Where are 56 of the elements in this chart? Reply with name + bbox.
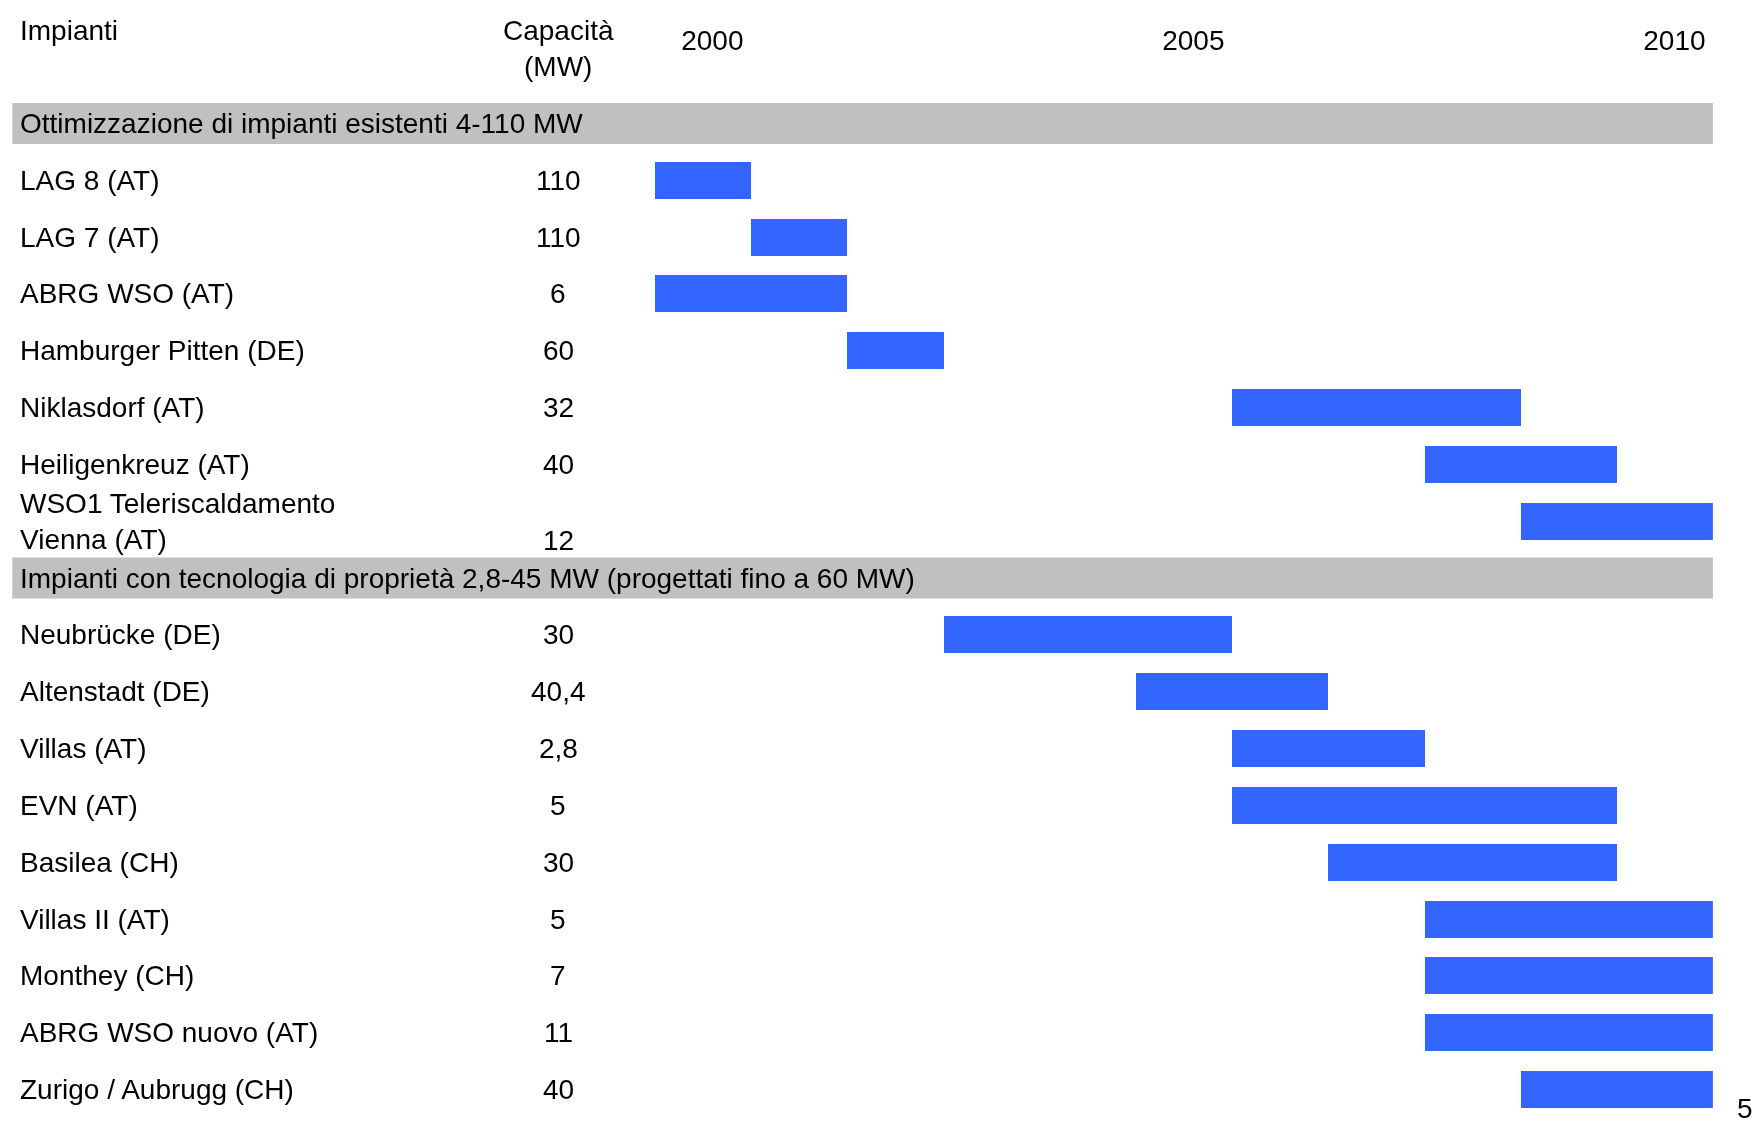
text: 40 <box>543 449 575 480</box>
bar <box>943 616 1232 653</box>
text: 11 <box>544 1017 574 1048</box>
text: 40,4 <box>531 676 586 707</box>
text: 32 <box>543 392 575 423</box>
y-tick-label: Niklasdorf (AT) <box>20 392 205 423</box>
y-tick-label: Hamburger Pitten (DE) <box>20 335 305 366</box>
bar <box>1520 1071 1713 1108</box>
text: 6 <box>550 278 566 309</box>
text: 30 <box>543 847 575 878</box>
bar <box>750 219 847 256</box>
text: 40 <box>543 1074 575 1105</box>
y-tick-label: Ottimizzazione di impianti esistenti 4-110 MW <box>20 108 584 139</box>
y-tick-label: Heiligenkreuz (AT) <box>20 449 250 480</box>
bar <box>1135 673 1328 710</box>
bar <box>1424 901 1713 938</box>
bar <box>1231 787 1617 824</box>
y-tick-label: Monthey (CH) <box>20 960 195 991</box>
text: 30 <box>543 619 575 650</box>
bar <box>1424 957 1713 994</box>
bar <box>1424 446 1617 483</box>
bar <box>846 332 944 369</box>
text: 12 <box>543 525 575 556</box>
text: 110 <box>536 165 581 196</box>
text: Capacità (MW) <box>503 15 614 83</box>
bar <box>1424 1014 1713 1051</box>
y-tick-label: Villas II (AT) <box>20 904 170 935</box>
x-tick-label: 2010 <box>1643 25 1706 57</box>
bar <box>1520 503 1713 540</box>
y-tick-label: Villas (AT) <box>20 733 147 764</box>
y-tick-label: Impianti con tecnologia di proprietà 2,8-45 MW (progettati fino a 60 MW) <box>20 563 915 594</box>
text: 5 <box>550 904 566 935</box>
text: 110 <box>536 222 581 253</box>
y-tick-label: Zurigo / Aubrugg (CH) <box>20 1074 294 1105</box>
y-axis-title: Impianti <box>20 15 119 46</box>
y-tick-label: Neubrücke (DE) <box>20 619 221 650</box>
text: 5 <box>550 790 566 821</box>
y-tick-label: EVN (AT) <box>20 790 138 821</box>
text: 7 <box>550 960 566 991</box>
text: 5 <box>1737 1093 1753 1124</box>
bar <box>654 275 847 312</box>
y-tick-label: LAG 8 (AT) <box>20 165 160 196</box>
y-tick-label: Basilea (CH) <box>20 847 179 878</box>
bar <box>1231 730 1425 767</box>
x-tick-label: 2005 <box>1162 25 1225 57</box>
y-tick-label: WSO1 Teleriscaldamento Vienna (AT) <box>20 488 336 556</box>
y-tick-label: ABRG WSO (AT) <box>20 278 235 309</box>
text: 2,8 <box>539 733 578 764</box>
bar <box>1231 389 1521 426</box>
text: 60 <box>543 335 575 366</box>
y-tick-label: ABRG WSO nuovo (AT) <box>20 1017 319 1048</box>
bar <box>654 162 751 199</box>
y-tick-label: LAG 7 (AT) <box>20 222 160 253</box>
y-tick-label: Altenstadt (DE) <box>20 676 210 707</box>
bar <box>1327 844 1617 881</box>
x-tick-label: 2000 <box>681 25 744 57</box>
